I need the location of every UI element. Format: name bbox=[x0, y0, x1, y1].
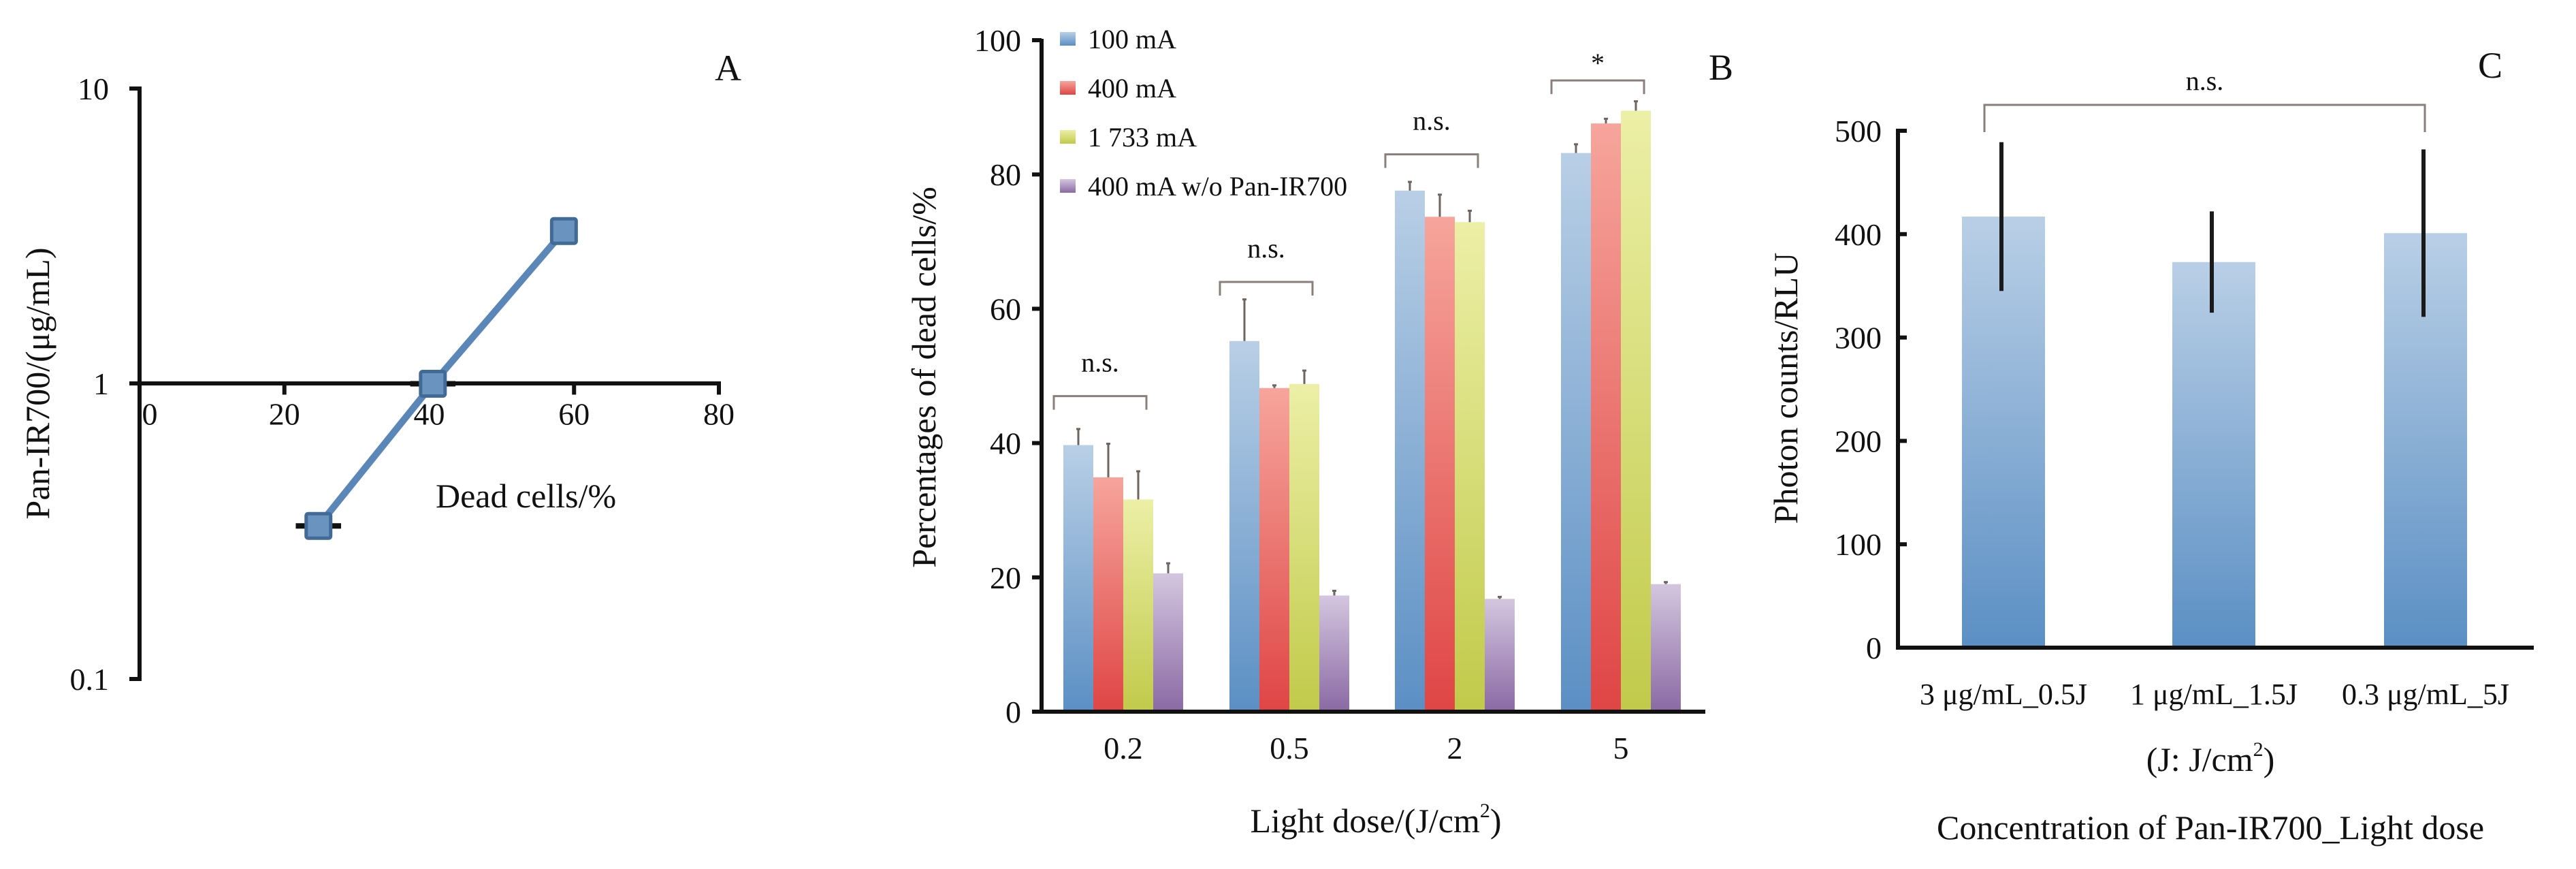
panel-c-x-unit-note-close: ) bbox=[2264, 740, 2275, 778]
panel-b-significance-bracket bbox=[1550, 79, 1645, 95]
panel-b-legend-swatch bbox=[1060, 81, 1076, 95]
panel-b-y-tick-label: 40 bbox=[990, 426, 1021, 461]
panel-b-x-axis-label: Light dose/(J/cm2) bbox=[1250, 800, 1501, 840]
panel-a-y-axis-label: Pan-IR700/(μg/mL) bbox=[18, 248, 57, 520]
panel-b-letter: B bbox=[1709, 47, 1733, 88]
panel-c-x-axis-label: Concentration of Pan-IR700_Light dose bbox=[1937, 808, 2484, 847]
panel-b-annotations: n.s. n.s. n.s. * bbox=[1052, 48, 1645, 410]
panel-b-legend-swatch bbox=[1060, 130, 1076, 144]
panel-c-x-unit-note-main: (J: J/cm bbox=[2146, 740, 2253, 778]
panel-b-bar bbox=[1455, 222, 1485, 712]
panel-c-y-tick-label: 300 bbox=[1835, 321, 1882, 356]
panel-b-x-tick-label: 0.2 bbox=[1104, 731, 1143, 765]
panel-b-significance-bracket bbox=[1052, 395, 1148, 410]
panel-c-x-unit-note-sup: 2 bbox=[2253, 738, 2264, 761]
panel-b-bar bbox=[1591, 123, 1621, 712]
panel-c-y-tick-label: 500 bbox=[1835, 114, 1882, 148]
panel-a-x-tick-label: 80 bbox=[703, 397, 735, 432]
panel-c-x-tick-label: 1 μg/mL_1.5J bbox=[2130, 678, 2298, 711]
panel-a-data-point bbox=[549, 217, 578, 245]
panel-b-bar bbox=[1651, 584, 1681, 712]
panel-c-significance-bracket bbox=[1983, 104, 2426, 132]
panel-b-legend-label: 400 mA w/o Pan-IR700 bbox=[1088, 171, 1347, 202]
panel-b-bar bbox=[1621, 110, 1651, 712]
panel-b: B 0 20 40 60 80 100 0.2 0.5 2 5 Percentages of d… bbox=[905, 23, 1733, 840]
panel-b-bar bbox=[1123, 499, 1153, 712]
panel-c-y-tick-label: 0 bbox=[1866, 631, 1882, 665]
panel-b-significance-label: n.s. bbox=[1247, 233, 1285, 264]
panel-b-bar bbox=[1289, 383, 1319, 712]
panel-a-x-axis: 0 20 40 60 80 Dead cells/% bbox=[129, 381, 735, 515]
panel-b-y-tick-label: 100 bbox=[974, 23, 1021, 58]
panel-a-x-tick-label: 0 bbox=[142, 397, 158, 432]
panel-b-x-axis-label-sup: 2 bbox=[1480, 800, 1490, 822]
panel-b-y-tick-label: 80 bbox=[990, 157, 1021, 192]
panel-c-letter: C bbox=[2478, 45, 2502, 86]
panel-b-significance-label: n.s. bbox=[1413, 106, 1451, 136]
panel-a: A 10 1 0.1 Pan-IR700/(μg/mL) 0 20 40 60 80 D… bbox=[18, 48, 741, 697]
panel-b-axes bbox=[1040, 39, 1705, 714]
panel-b-bar bbox=[1259, 388, 1289, 712]
panel-b-bar bbox=[1485, 599, 1515, 712]
panel-a-letter: A bbox=[715, 48, 741, 89]
panel-b-bar bbox=[1561, 153, 1591, 712]
panel-b-x-ticks: 0.2 0.5 2 5 bbox=[1104, 731, 1628, 765]
panel-a-data-point bbox=[419, 370, 447, 398]
panel-b-y-axis-label: Percentages of dead cells/% bbox=[905, 187, 943, 567]
panel-c-bar bbox=[2172, 262, 2255, 648]
panel-b-significance-label: n.s. bbox=[1081, 347, 1119, 378]
panel-b-legend-swatch bbox=[1060, 32, 1076, 46]
panel-b-legend-label: 100 mA bbox=[1088, 24, 1176, 54]
panel-c-x-ticks: 3 μg/mL_0.5J 1 μg/mL_1.5J 0.3 μg/mL_5J bbox=[1920, 678, 2509, 711]
panel-b-y-tick-label: 0 bbox=[1005, 695, 1021, 729]
panel-a-x-tick-label: 60 bbox=[558, 397, 590, 432]
panel-a-x-tick-label: 20 bbox=[269, 397, 300, 432]
panel-a-y-axis: 10 1 0.1 Pan-IR700/(μg/mL) bbox=[18, 72, 142, 697]
panel-b-x-axis-label-close: ) bbox=[1490, 802, 1502, 840]
panel-c-x-tick-label: 0.3 μg/mL_5J bbox=[2342, 678, 2509, 711]
panel-b-bar bbox=[1153, 573, 1183, 712]
panel-c: C 0 100 200 300 400 500 3 μg/mL_0.5J 1 μg/mL_1… bbox=[1767, 45, 2534, 847]
panel-a-series bbox=[295, 217, 578, 540]
panel-b-y-ticks: 0 20 40 60 80 100 bbox=[974, 23, 1042, 729]
panel-b-bar bbox=[1395, 190, 1425, 712]
panel-c-significance-label: n.s. bbox=[2186, 65, 2224, 96]
panel-b-bar bbox=[1425, 217, 1455, 712]
panel-c-x-unit-note: (J: J/cm2) bbox=[2146, 738, 2275, 778]
panel-c-y-ticks: 0 100 200 300 400 500 bbox=[1835, 114, 1907, 665]
panel-c-bars bbox=[1962, 142, 2467, 648]
panel-b-y-tick-label: 20 bbox=[990, 560, 1021, 595]
panel-b-x-axis-label-main: Light dose/(J/cm bbox=[1250, 802, 1480, 840]
panel-b-significance-bracket bbox=[1219, 281, 1314, 296]
panel-b-legend-label: 1 733 mA bbox=[1088, 122, 1197, 153]
panel-b-bar bbox=[1063, 445, 1093, 712]
panel-a-data-point bbox=[304, 511, 333, 540]
panel-c-x-tick-label: 3 μg/mL_0.5J bbox=[1920, 678, 2087, 711]
panel-c-annotations: n.s. bbox=[1983, 65, 2426, 132]
panel-c-y-tick-label: 100 bbox=[1835, 527, 1882, 562]
panel-b-bar bbox=[1229, 341, 1259, 712]
panel-b-bar bbox=[1093, 477, 1123, 712]
panel-a-y-tick-label: 0.1 bbox=[70, 662, 110, 697]
panel-c-axes bbox=[1896, 129, 2534, 650]
panel-b-significance-label: * bbox=[1591, 48, 1605, 78]
panel-b-legend-label: 400 mA bbox=[1088, 73, 1176, 104]
panel-b-y-tick-label: 60 bbox=[990, 291, 1021, 326]
panel-b-x-tick-label: 5 bbox=[1613, 731, 1629, 765]
panel-c-y-axis-label: Photon counts/RLU bbox=[1767, 253, 1805, 524]
panel-b-legend-swatch bbox=[1060, 179, 1076, 193]
panel-c-y-tick-label: 200 bbox=[1835, 424, 1882, 458]
panel-b-bars bbox=[1063, 100, 1681, 712]
panel-c-y-tick-label: 400 bbox=[1835, 217, 1882, 252]
panel-a-y-tick-label: 1 bbox=[93, 366, 109, 401]
panel-b-bar bbox=[1319, 595, 1349, 712]
panel-b-x-tick-label: 2 bbox=[1447, 731, 1463, 765]
panel-b-legend: 100 mA 400 mA 1 733 mA 400 mA w/o Pan-IR700 bbox=[1060, 24, 1347, 202]
panel-b-x-tick-label: 0.5 bbox=[1270, 731, 1309, 765]
panel-b-significance-bracket bbox=[1384, 153, 1479, 168]
panel-a-y-tick-label: 10 bbox=[78, 72, 109, 106]
panel-a-x-axis-label: Dead cells/% bbox=[436, 477, 616, 515]
